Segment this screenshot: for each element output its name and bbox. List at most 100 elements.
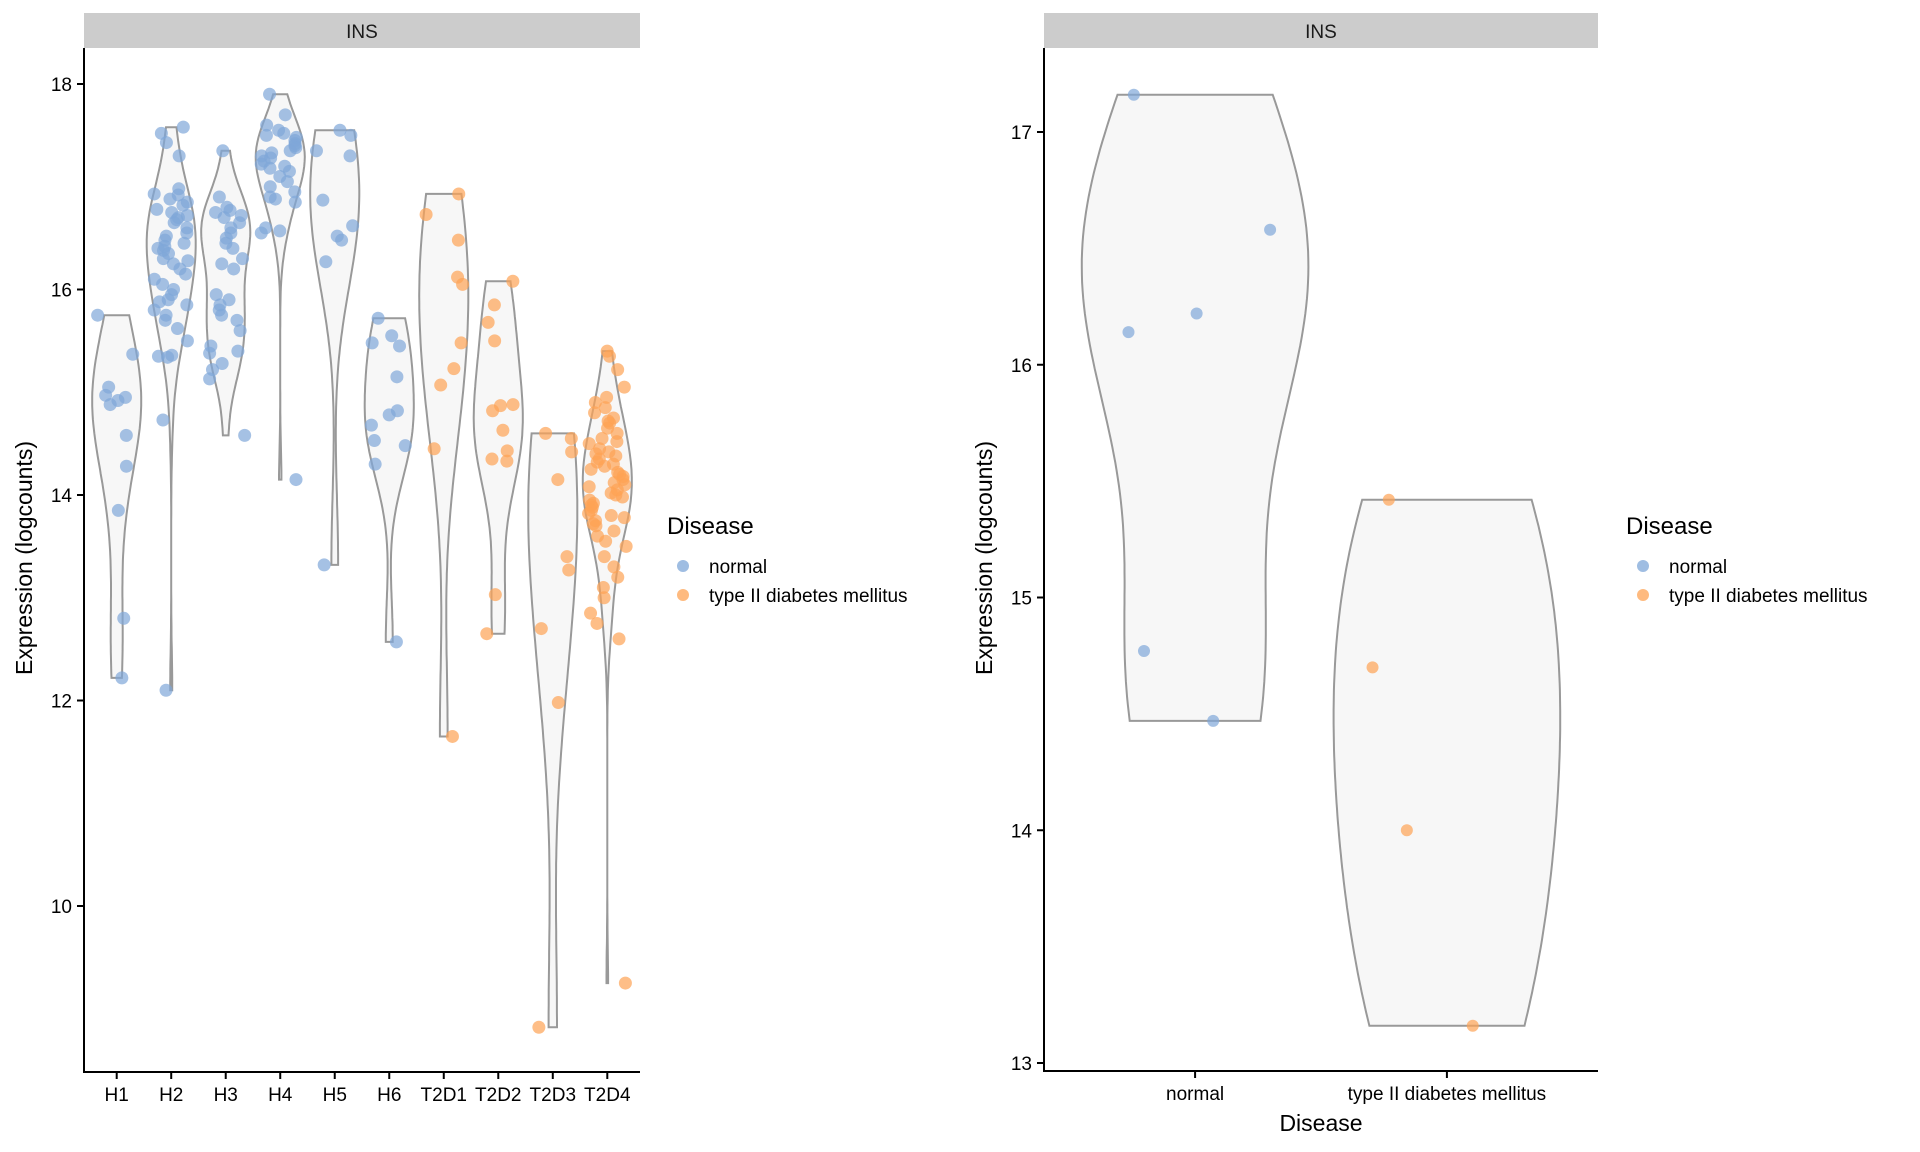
data-point — [280, 175, 294, 189]
data-point — [159, 136, 173, 150]
data-point — [158, 313, 172, 327]
data-point — [551, 473, 565, 487]
legend-title: Disease — [667, 513, 754, 540]
data-point — [364, 418, 378, 432]
data-point — [390, 370, 404, 384]
data-point — [600, 390, 614, 404]
data-point — [590, 616, 604, 630]
data-point — [610, 435, 624, 449]
legend: Disease normal type II diabetes mellitus — [1626, 513, 1868, 607]
legend-title: Disease — [1626, 513, 1713, 540]
data-point — [263, 87, 277, 101]
data-point — [452, 187, 466, 201]
data-point — [147, 303, 161, 317]
x-tick-label: H3 — [214, 1085, 238, 1106]
data-point — [496, 423, 510, 437]
data-point — [91, 308, 105, 322]
data-point — [1127, 88, 1140, 101]
data-point — [263, 161, 277, 175]
data-point — [427, 442, 441, 456]
legend-label-t2d: type II diabetes mellitus — [1669, 586, 1868, 607]
violin-H1 — [91, 314, 143, 679]
data-point — [161, 350, 175, 364]
data-point — [398, 439, 412, 453]
data-point — [486, 404, 500, 418]
data-point — [126, 347, 140, 361]
data-point — [500, 454, 514, 468]
data-point — [156, 413, 170, 427]
data-point — [488, 334, 502, 348]
y-tick-label: 13 — [1011, 1054, 1032, 1075]
right-panel: INS Expression (logcounts) Disease 13 14 1… — [971, 13, 1868, 1136]
x-tick-label: normal — [1166, 1084, 1224, 1105]
data-point — [316, 193, 330, 207]
data-point — [170, 322, 184, 336]
data-point — [588, 396, 602, 410]
y-tick-label: 14 — [1011, 821, 1033, 842]
data-point — [346, 219, 360, 233]
data-point — [584, 606, 598, 620]
x-tick-label: T2D1 — [421, 1085, 467, 1106]
x-tick-label: T2D4 — [584, 1085, 631, 1106]
data-point — [604, 509, 618, 523]
data-point — [565, 445, 579, 459]
data-point — [487, 298, 501, 312]
data-point — [180, 334, 194, 348]
x-tick-label: T2D3 — [530, 1085, 576, 1106]
data-point — [103, 398, 117, 412]
data-point — [319, 255, 333, 269]
data-point — [268, 192, 282, 206]
x-tick-label: H5 — [323, 1085, 347, 1106]
data-point — [309, 144, 323, 158]
data-point — [597, 591, 611, 605]
data-point — [367, 434, 381, 448]
data-point — [288, 195, 302, 209]
data-point — [617, 511, 631, 525]
data-point — [611, 570, 625, 584]
data-point — [215, 257, 229, 271]
data-point — [589, 519, 603, 533]
data-point — [607, 524, 621, 538]
data-point — [335, 233, 349, 247]
data-point — [1264, 223, 1277, 236]
data-point — [371, 311, 385, 325]
data-point — [260, 118, 274, 132]
y-tick-label: 16 — [1011, 356, 1032, 377]
x-tick-label: T2D2 — [475, 1085, 521, 1106]
data-point — [227, 262, 241, 276]
x-axis-title: Disease — [1279, 1110, 1362, 1136]
data-point — [217, 211, 231, 225]
data-point — [283, 144, 297, 158]
data-point — [167, 216, 181, 230]
data-point — [618, 976, 632, 990]
legend-key-normal — [1637, 560, 1649, 572]
data-point — [601, 421, 615, 435]
data-point — [611, 363, 625, 377]
y-tick-label: 10 — [51, 897, 72, 918]
data-point — [588, 406, 602, 420]
y-tick-label: 18 — [51, 75, 72, 96]
data-point — [534, 622, 548, 636]
data-point — [393, 339, 407, 353]
data-point — [445, 729, 459, 743]
data-point — [282, 164, 296, 178]
data-point — [259, 128, 273, 142]
data-point — [365, 336, 379, 350]
data-point — [596, 580, 610, 594]
y-tick-label: 15 — [1011, 589, 1032, 610]
data-point — [595, 431, 609, 445]
data-point — [180, 298, 194, 312]
data-point — [233, 324, 247, 338]
data-point — [382, 408, 396, 422]
data-point — [238, 428, 252, 442]
data-point — [344, 128, 358, 142]
facet-strip — [1044, 13, 1598, 48]
data-point — [156, 252, 170, 266]
x-tick-label: type II diabetes mellitus — [1348, 1084, 1547, 1105]
data-point — [1382, 493, 1395, 506]
data-point — [289, 473, 303, 487]
data-point — [456, 277, 470, 291]
data-point — [582, 480, 596, 494]
facet-strip-title: INS — [346, 22, 378, 43]
data-point — [485, 452, 499, 466]
